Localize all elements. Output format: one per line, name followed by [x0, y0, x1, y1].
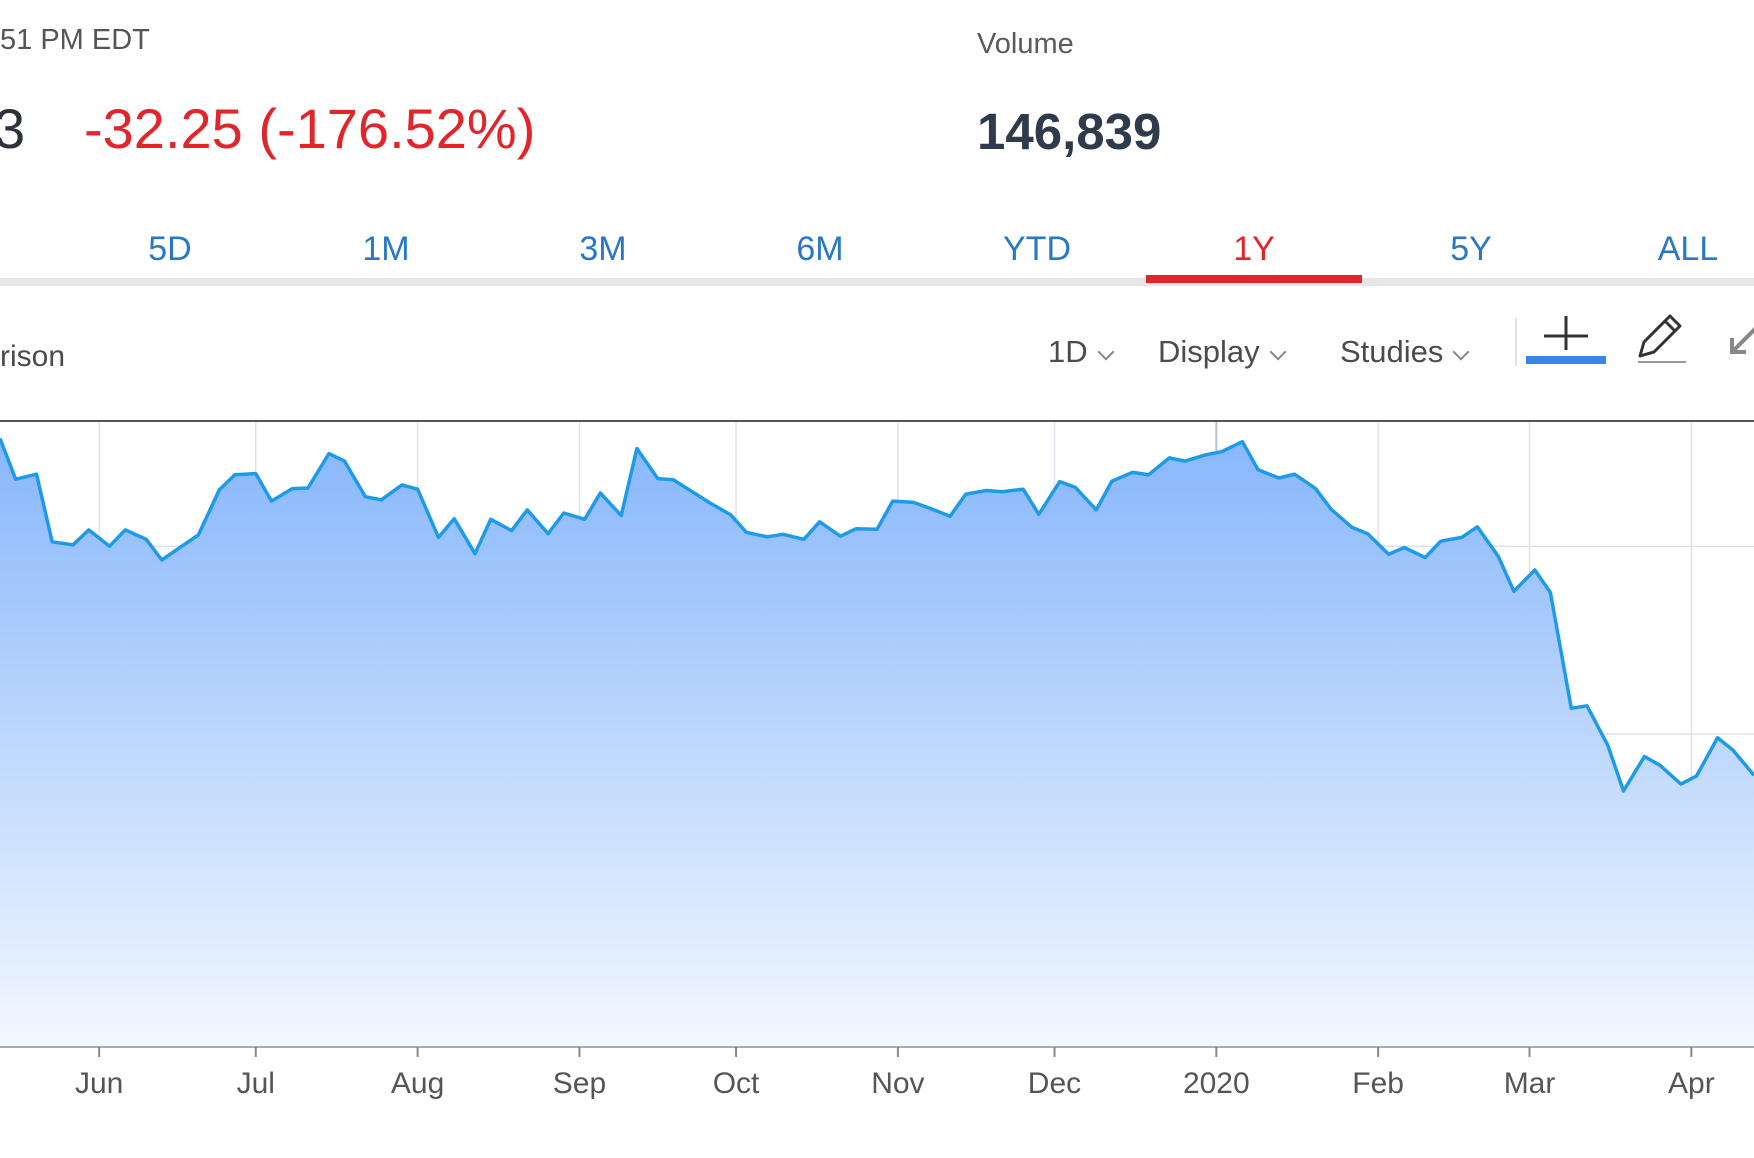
tab-5y[interactable]: 5Y — [1450, 230, 1492, 268]
last-price: 3 — [0, 97, 26, 160]
display-label: Display — [1158, 334, 1260, 369]
volume-label: Volume — [977, 28, 1074, 60]
x-tick-label-jun: Jun — [75, 1067, 123, 1100]
x-tick-label-mar: Mar — [1504, 1067, 1556, 1100]
arrow-icon — [1730, 327, 1754, 354]
x-tick-label-oct: Oct — [713, 1067, 760, 1100]
tab-1y[interactable]: 1Y — [1233, 230, 1275, 268]
x-tick-label-sep: Sep — [553, 1067, 606, 1100]
tab-ytd[interactable]: YTD — [1003, 230, 1071, 268]
tab-5d[interactable]: 5D — [148, 230, 192, 268]
interval-dropdown[interactable]: 1D — [1048, 334, 1115, 370]
tab-all[interactable]: ALL — [1657, 230, 1719, 268]
price-change: -32.25 (-176.52%) — [84, 97, 536, 160]
x-tick-label-dec: Dec — [1028, 1067, 1081, 1100]
price-chart[interactable]: Jun Jul Aug Sep Oct Nov Dec 2020 Feb Mar Apr — [0, 410, 1754, 1130]
studies-label: Studies — [1340, 334, 1444, 369]
pencil-icon — [1638, 314, 1686, 363]
tab-3m[interactable]: 3M — [579, 230, 627, 268]
chevron-down-icon — [1269, 343, 1287, 361]
tabs-divider — [0, 278, 1754, 286]
volume-value: 146,839 — [977, 103, 1162, 160]
tab-6m[interactable]: 6M — [796, 230, 844, 268]
x-tick-label-jul: Jul — [237, 1067, 275, 1100]
x-tick-label-aug: Aug — [391, 1067, 444, 1100]
crosshair-icon — [1526, 316, 1606, 364]
x-tick-label-apr: Apr — [1668, 1067, 1715, 1100]
chevron-down-icon — [1452, 343, 1470, 361]
draw-tool-button[interactable] — [1630, 308, 1690, 368]
price-line — [0, 437, 1754, 793]
price-area — [0, 438, 1754, 1047]
x-tick-label-2020: 2020 — [1183, 1067, 1250, 1100]
chevron-down-icon — [1097, 343, 1115, 361]
active-tab-indicator — [1146, 275, 1362, 283]
comparison-button[interactable]: rison — [0, 340, 66, 373]
interval-label: 1D — [1048, 334, 1088, 369]
x-axis: Jun Jul Aug Sep Oct Nov Dec 2020 Feb Mar Apr — [75, 1047, 1715, 1100]
studies-dropdown[interactable]: Studies — [1340, 334, 1470, 370]
arrow-tool-button[interactable] — [1726, 322, 1754, 362]
display-dropdown[interactable]: Display — [1158, 334, 1287, 370]
tab-1m[interactable]: 1M — [362, 230, 410, 268]
last-updated-time: 51 PM EDT — [0, 24, 150, 56]
x-tick-label-nov: Nov — [871, 1067, 924, 1100]
range-tabs: 5D 1M 3M 6M YTD 1Y 5Y ALL — [0, 210, 1754, 290]
toolbar-divider — [1515, 318, 1517, 366]
crosshair-tool-button[interactable] — [1524, 312, 1608, 368]
x-tick-label-feb: Feb — [1352, 1067, 1404, 1100]
